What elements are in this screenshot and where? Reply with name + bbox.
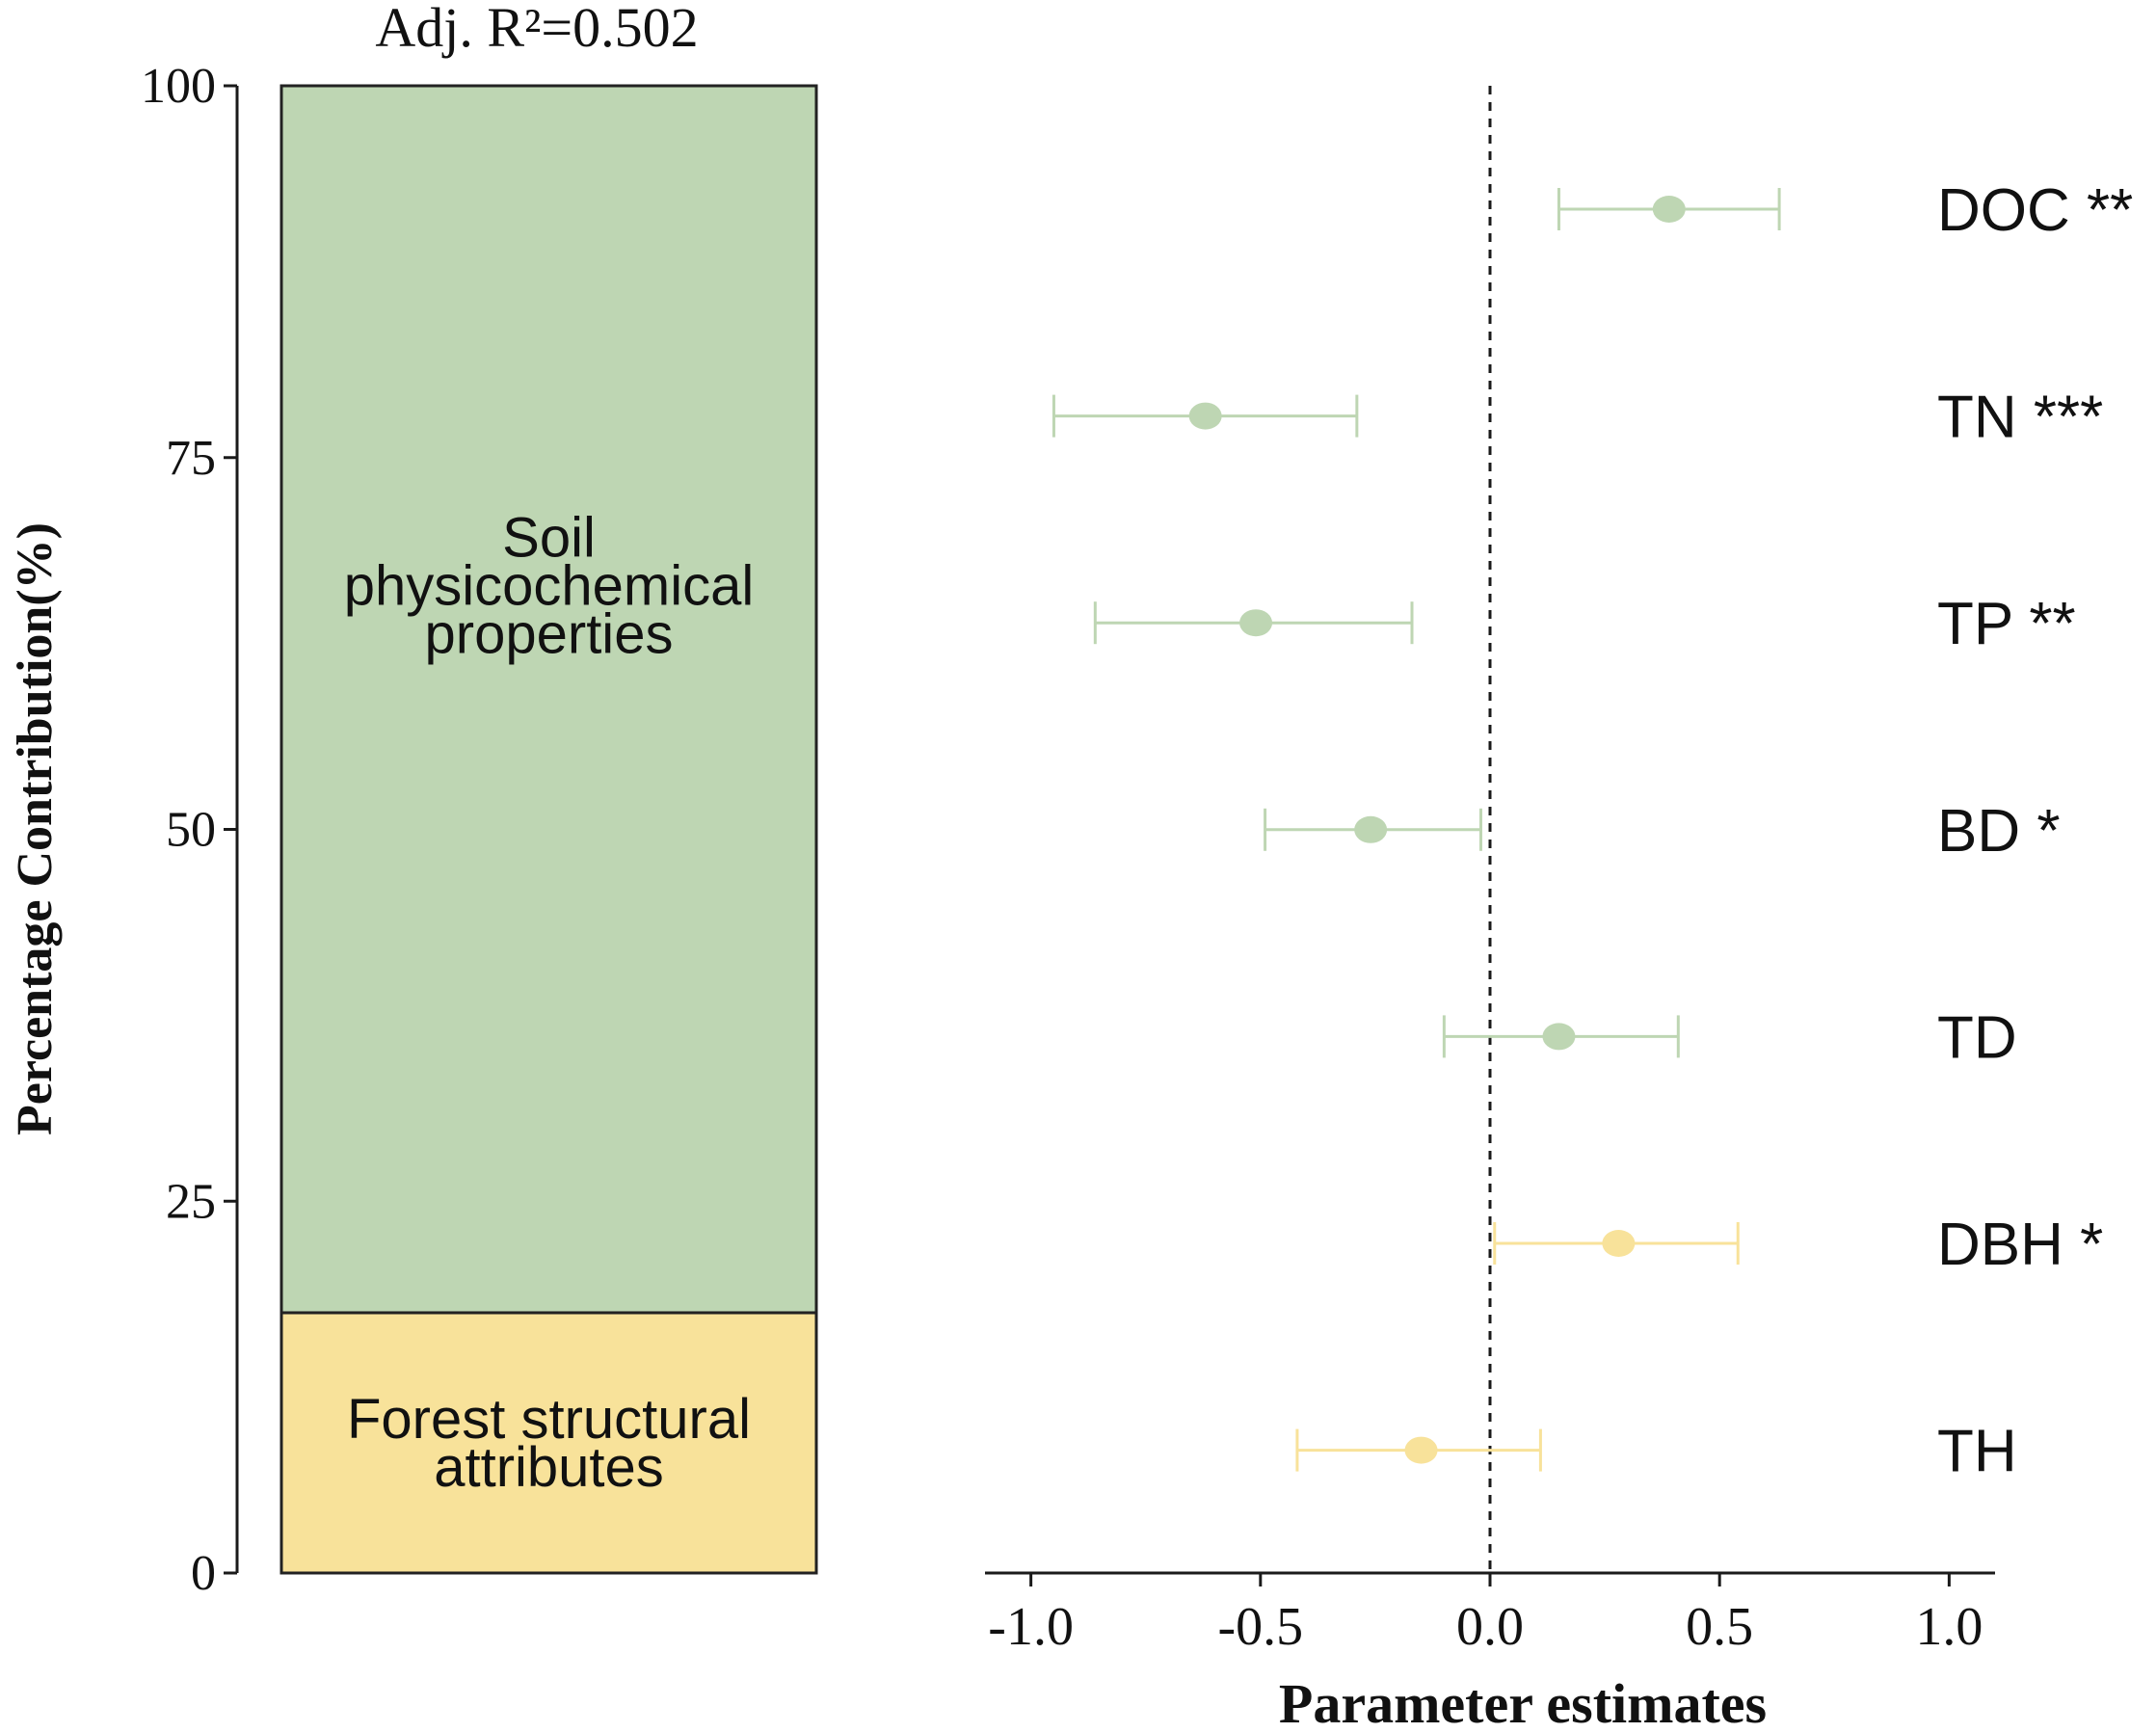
estimate-row: BD * — [1264, 798, 2060, 865]
x-axis-ticks: -1.0 -0.5 0.0 0.5 1.0 — [988, 1573, 1983, 1657]
variable-label: TD — [1937, 1004, 2017, 1071]
estimate-point — [1404, 1436, 1438, 1464]
parameter-estimates-panel: DOC ** TN *** TP ** BD * TD DBH * TH -1.0 -0.5 0… — [985, 86, 2133, 1733]
x-axis-label: Parameter estimates — [1279, 1672, 1767, 1728]
y-tick-label: 50 — [166, 803, 216, 858]
chart-title: Adj. R²=0.502 — [375, 0, 698, 59]
y-axis-label: Percentage Contribution(%) — [8, 522, 63, 1135]
estimate-point — [1652, 196, 1686, 223]
bar-segments: Forest structural attributes Soil physicoch… — [279, 84, 818, 1575]
variable-label: DBH * — [1937, 1212, 2103, 1278]
segment-label-line: properties — [425, 602, 674, 665]
bar-segment — [279, 1311, 818, 1575]
estimate-point — [1239, 609, 1273, 637]
estimate-row: TP ** — [1093, 591, 2076, 657]
estimate-row: TH — [1295, 1419, 2017, 1485]
variable-label: TH — [1937, 1419, 2017, 1485]
y-tick-label: 0 — [191, 1546, 216, 1601]
estimate-points: DOC ** TN *** TP ** BD * TD DBH * TH — [1051, 177, 2133, 1485]
segment-label-line: attributes — [434, 1436, 664, 1499]
x-tick-label: -1.0 — [988, 1597, 1074, 1657]
variable-label: TP ** — [1937, 591, 2076, 657]
variable-label: BD * — [1937, 798, 2060, 865]
estimate-row: DBH * — [1493, 1212, 2103, 1278]
y-axis-ticks: 0 25 50 75 100 — [141, 59, 237, 1601]
segment-label: Soil physicochemical properties — [344, 506, 755, 665]
x-tick-label: 0.5 — [1686, 1597, 1753, 1657]
x-tick-label: -0.5 — [1217, 1597, 1303, 1657]
contribution-bar-panel: Adj. R²=0.502 Percentage Contribution(%)… — [8, 0, 818, 1601]
variable-label: TN *** — [1937, 385, 2103, 451]
estimate-row: TN *** — [1051, 385, 2103, 451]
x-tick-label: 0.0 — [1456, 1597, 1524, 1657]
estimate-point — [1354, 815, 1388, 843]
y-tick-label: 75 — [166, 431, 216, 486]
x-tick-label: 1.0 — [1915, 1597, 1983, 1657]
y-tick-label: 100 — [141, 59, 216, 114]
segment-label: Forest structural attributes — [347, 1388, 751, 1499]
estimate-point — [1602, 1230, 1636, 1257]
estimate-point — [1542, 1023, 1576, 1051]
estimate-point — [1188, 402, 1222, 430]
variable-label: DOC ** — [1937, 177, 2133, 244]
estimate-row: DOC ** — [1557, 177, 2133, 244]
bar-segment — [279, 84, 818, 1315]
estimate-row: TD — [1442, 1004, 2017, 1071]
y-tick-label: 25 — [166, 1174, 216, 1229]
segment-label-line: Forest structural — [347, 1388, 751, 1451]
segment-label-line: physicochemical — [344, 554, 755, 617]
segment-label-line: Soil — [502, 506, 596, 569]
